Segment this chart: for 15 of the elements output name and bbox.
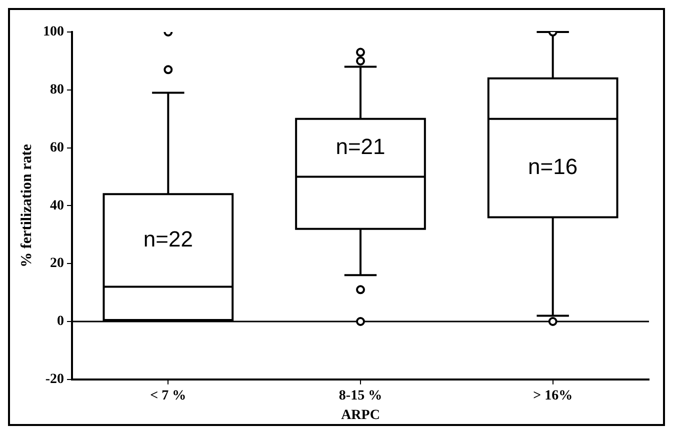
y-tick-label: 100 [43,24,64,40]
y-tick-label: 0 [57,314,64,330]
annotation: n=16 [528,154,578,180]
y-tick-label: -20 [45,372,64,388]
annotation: n=22 [143,226,193,252]
x-tick-label: 8-15 % [338,388,382,404]
x-tick-label: > 16% [533,388,573,404]
y-axis-title: % fertilization rate [18,144,35,268]
x-axis-title: ARPC [341,408,380,424]
annotation: n=21 [336,134,386,159]
y-tick-label: 80 [50,82,64,98]
y-tick-label: 40 [50,198,64,214]
x-tick-label: < 7 % [150,388,186,404]
y-tick-label: 20 [50,256,64,272]
y-tick-label: 60 [50,140,64,156]
